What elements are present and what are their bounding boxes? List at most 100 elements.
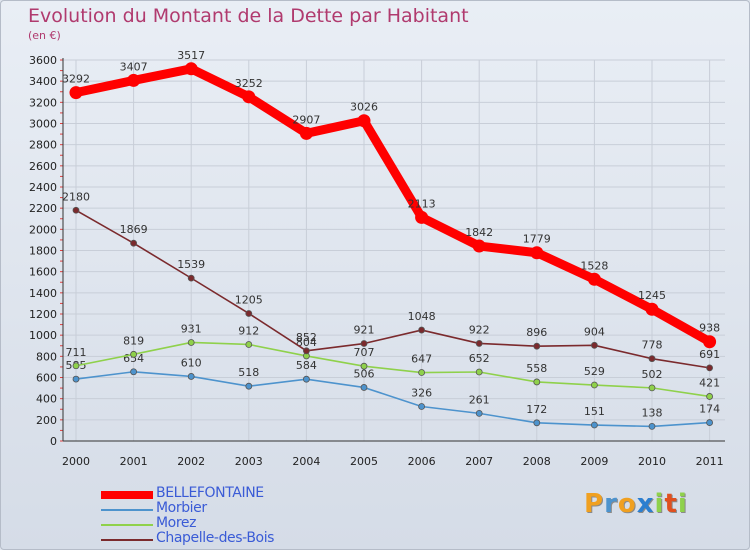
- data-label-bellefontaine: 1842: [465, 226, 493, 239]
- y-tick-label: 2800: [29, 139, 57, 152]
- x-tick-label: 2010: [638, 455, 666, 468]
- data-label-morez: 912: [238, 324, 259, 337]
- logo-letter: x: [636, 489, 655, 519]
- data-label-chapelle-des-bois: 922: [469, 323, 490, 336]
- data-label-morez: 421: [699, 376, 720, 389]
- data-label-morez: 931: [181, 322, 202, 335]
- data-point-chapelle-des-bois: [360, 340, 368, 347]
- logo-letter: i: [677, 489, 688, 519]
- logo-letter: o: [617, 489, 637, 519]
- data-label-morbier: 610: [181, 356, 202, 369]
- y-tick-label: 2200: [29, 202, 57, 215]
- data-label-morez: 647: [411, 353, 432, 366]
- data-point-morbier: [533, 419, 541, 427]
- data-point-chapelle-des-bois: [418, 326, 426, 334]
- unit-label: (en €): [28, 29, 61, 42]
- series-line-morez: [75, 341, 711, 398]
- data-point-morez: [418, 369, 426, 376]
- data-point-morbier: [360, 384, 368, 391]
- x-tick-label: 2004: [292, 455, 320, 468]
- data-label-morbier: 506: [354, 367, 375, 380]
- data-label-chapelle-des-bois: 1048: [408, 310, 436, 323]
- data-label-morbier: 584: [296, 359, 317, 372]
- data-label-bellefontaine: 3252: [235, 77, 263, 90]
- x-tick-label: 2006: [408, 455, 436, 468]
- data-point-chapelle-des-bois: [72, 206, 80, 214]
- x-tick-label: 2000: [62, 455, 90, 468]
- data-point-bellefontaine: [645, 302, 659, 316]
- data-label-bellefontaine: 2907: [292, 113, 320, 126]
- series-morez: 711 819 931 912 804 707 647 652 558 529 502 421: [66, 322, 720, 400]
- y-tick-label: 2000: [29, 223, 57, 236]
- y-tick-label: 3000: [29, 118, 57, 131]
- data-point-chapelle-des-bois: [187, 274, 195, 282]
- data-point-morez: [706, 393, 713, 400]
- y-tick-label: 600: [36, 372, 57, 385]
- data-point-morez: [591, 381, 598, 389]
- data-label-bellefontaine: 1779: [523, 233, 551, 246]
- data-label-chapelle-des-bois: 1539: [177, 258, 205, 271]
- y-tick-label: 3200: [29, 96, 57, 109]
- data-point-morbier: [706, 419, 713, 426]
- data-point-bellefontaine: [242, 90, 256, 104]
- y-tick-label: 3600: [29, 54, 57, 67]
- data-point-bellefontaine: [357, 114, 371, 128]
- data-label-morez: 558: [526, 362, 547, 375]
- data-label-chapelle-des-bois: 778: [642, 339, 663, 352]
- data-point-morez: [648, 384, 656, 392]
- data-label-morbier: 151: [584, 405, 605, 418]
- y-tick-label: 1400: [29, 287, 57, 300]
- data-label-chapelle-des-bois: 691: [699, 348, 720, 361]
- data-point-morbier: [418, 403, 426, 410]
- y-tick-label: 200: [36, 414, 57, 427]
- data-point-bellefontaine: [472, 239, 486, 253]
- series-line-chapelle-des-bois: [75, 209, 711, 369]
- data-label-morez: 529: [584, 365, 605, 378]
- data-point-morbier: [245, 382, 253, 390]
- data-label-bellefontaine: 2113: [408, 197, 436, 210]
- data-point-morez: [245, 341, 253, 348]
- data-point-morez: [187, 339, 195, 346]
- data-label-morez: 707: [354, 346, 375, 359]
- logo-letter: t: [664, 489, 678, 519]
- data-point-morbier: [648, 422, 656, 430]
- proxiti-logo: Proxiti: [584, 489, 688, 519]
- data-point-morbier: [130, 368, 138, 376]
- data-label-morez: 804: [296, 336, 317, 349]
- x-tick-label: 2005: [350, 455, 378, 468]
- y-tick-label: 400: [36, 393, 57, 406]
- data-label-bellefontaine: 938: [699, 322, 720, 335]
- data-label-morbier: 261: [469, 393, 490, 406]
- x-tick-label: 2002: [177, 455, 205, 468]
- data-label-chapelle-des-bois: 1869: [120, 223, 148, 236]
- data-point-chapelle-des-bois: [475, 340, 483, 347]
- data-point-chapelle-des-bois: [533, 342, 541, 350]
- legend-swatch-morbier: [101, 508, 153, 511]
- data-label-chapelle-des-bois: 2180: [62, 190, 90, 203]
- data-point-chapelle-des-bois: [591, 341, 598, 349]
- data-point-morez: [360, 362, 368, 370]
- data-label-chapelle-des-bois: 904: [584, 325, 605, 338]
- data-point-chapelle-des-bois: [130, 239, 138, 247]
- y-tick-label: 2600: [29, 160, 57, 173]
- data-label-chapelle-des-bois: 852: [296, 331, 317, 344]
- data-label-morbier: 172: [526, 403, 547, 416]
- data-label-morez: 502: [642, 368, 663, 381]
- x-tick-label: 2003: [235, 455, 263, 468]
- legend-label-chapelle-des-bois: Chapelle-des-Bois: [156, 530, 275, 546]
- logo-letter: i: [654, 489, 665, 519]
- y-tick-label: 1600: [29, 266, 57, 279]
- logo-letter: P: [584, 489, 605, 519]
- data-point-bellefontaine: [530, 246, 544, 260]
- grid: 0 200 400 600 800 1000 1200 1400 1600 1800 2000 220…: [29, 54, 725, 468]
- data-point-morbier: [591, 421, 598, 429]
- series-morbier: 585654610518584506326261172151138174: [66, 352, 720, 430]
- data-label-morez: 819: [123, 334, 144, 347]
- data-label-bellefontaine: 1245: [638, 289, 666, 302]
- data-point-bellefontaine: [299, 126, 313, 140]
- data-label-chapelle-des-bois: 1205: [235, 293, 263, 306]
- data-label-morbier: 138: [642, 406, 663, 419]
- data-point-morbier: [302, 375, 310, 383]
